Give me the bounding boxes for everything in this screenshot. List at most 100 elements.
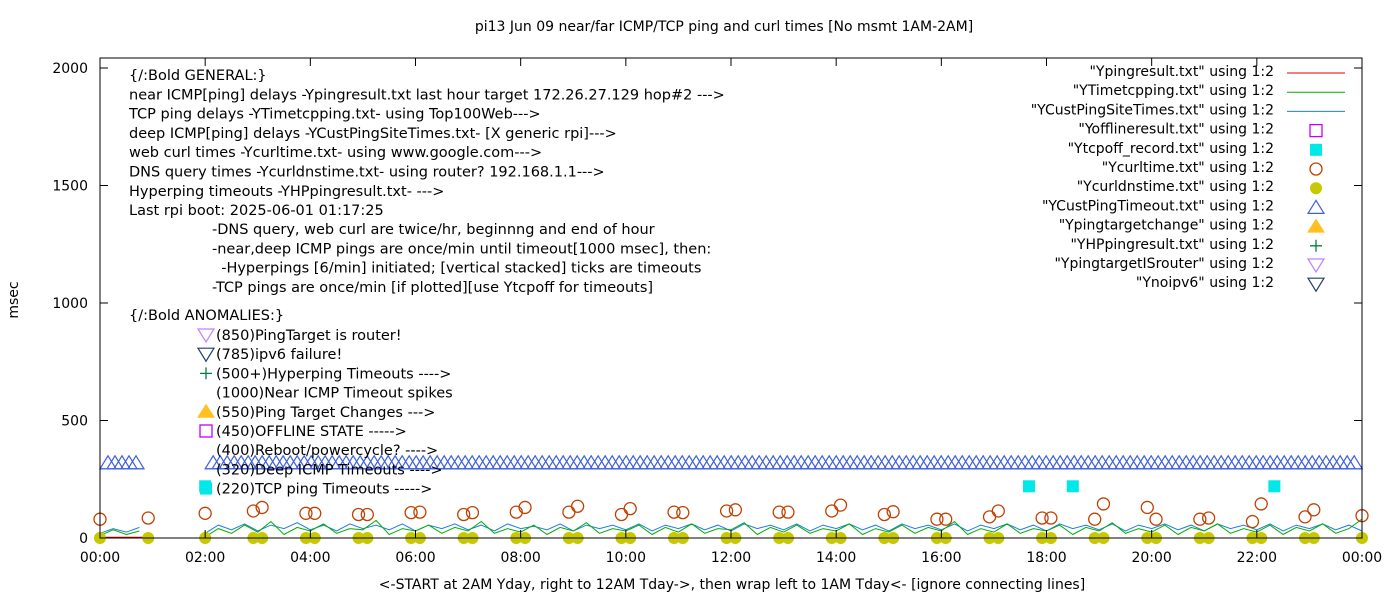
annotation-note-line: -DNS query, web curl are twice/hr, begin… — [212, 222, 655, 238]
custpingsitetimes-line — [204, 522, 1363, 534]
anomaly-filled-square-icon — [200, 482, 212, 495]
annotation-general-line: web curl times -Ycurltime.txt- using www… — [129, 145, 542, 161]
legend-label: "Ypingtargetchange" using 1:2 — [1059, 218, 1274, 234]
curltime-point — [1140, 500, 1154, 515]
annotation-general-line: TCP ping delays -YTimetcpping.txt- using… — [128, 107, 541, 123]
anomaly-open-square-icon — [199, 424, 213, 438]
legend-filled-square-icon — [1310, 143, 1322, 156]
curltime-point — [886, 505, 900, 519]
x-tick-label: 14:00 — [816, 550, 856, 566]
curltime-point — [1035, 511, 1049, 525]
legend-open-triangle-up-icon — [1306, 199, 1326, 214]
anomaly-filled-triangle-up-icon — [197, 403, 215, 418]
legend-label: "YHPpingresult.txt" using 1:2 — [1070, 237, 1274, 253]
y-tick-label: 500 — [61, 414, 88, 430]
curltime-point — [772, 505, 786, 519]
annotation-anomaly-line: (220)TCP ping Timeouts -----> — [216, 482, 432, 498]
curltime-point — [351, 507, 366, 522]
x-tick-label: 00:00 — [80, 550, 120, 566]
x-tick-label: 20:00 — [1131, 550, 1171, 566]
annotation-note-line: -near,deep ICMP pings are once/min until… — [212, 241, 711, 257]
legend-open-triangle-down-icon — [1306, 277, 1326, 293]
curltime-point — [1088, 512, 1102, 526]
legend-label: "YpingtargetISrouter" using 1:2 — [1054, 256, 1274, 272]
anomaly-open-triangle-down-icon — [196, 347, 216, 363]
annotation-anomaly-line: (400)Reboot/powercycle? ----> — [216, 443, 438, 459]
curltime-point — [562, 505, 576, 519]
curltime-point — [1096, 497, 1111, 511]
curltime-point — [518, 500, 532, 515]
legend-open-square-icon — [1309, 123, 1323, 138]
curltime-point — [833, 498, 848, 512]
legend-label: "YCustPingTimeout.txt" using 1:2 — [1042, 198, 1274, 214]
legend-label: "Ycurldnstime.txt" using 1:2 — [1077, 179, 1274, 195]
annotation-note-line: -Hyperpings [6/min] initiated; [vertical… — [212, 261, 701, 277]
x-tick-label: 06:00 — [395, 550, 435, 566]
custpingsitetimes-line — [99, 526, 140, 534]
x-axis-label: <-START at 2AM Yday, right to 12AM Tday-… — [379, 577, 1085, 593]
annotation-general-line: DNS query times -Ycurldnstime.txt- using… — [129, 165, 605, 181]
curltime-point — [141, 511, 155, 525]
annotation-anomaly-line: (1000)Near ICMP Timeout spikes — [216, 386, 453, 402]
legend-label: "YTimetcpping.txt" using 1:2 — [1073, 83, 1274, 99]
tcpoff-point — [1066, 480, 1079, 493]
curltime-point — [667, 505, 681, 519]
timeout-triangle-marker — [1345, 454, 1364, 470]
legend-label: "Ytcpoff_record.txt" using 1:2 — [1068, 141, 1274, 157]
curltime-point — [457, 507, 471, 522]
curltime-point — [1044, 511, 1058, 525]
curltime-point — [198, 506, 212, 520]
curltime-point — [825, 504, 839, 518]
timetcpping-line — [204, 518, 1363, 538]
x-tick-label: 22:00 — [1237, 550, 1277, 566]
y-tick-label: 0 — [79, 531, 88, 547]
curltime-point — [728, 503, 743, 517]
annotation-anomaly-line: (500+)Hyperping Timeouts ----> — [216, 366, 451, 382]
legend-open-circle-icon — [1309, 162, 1323, 176]
curltime-point — [246, 504, 261, 518]
annotation-note-line: -TCP pings are once/min [if plotted][use… — [212, 280, 653, 296]
curltime-point — [404, 505, 418, 520]
curltime-point — [930, 512, 944, 526]
curltime-point — [255, 500, 269, 515]
anomaly-open-triangle-down-icon — [196, 328, 216, 344]
tcpoff-point — [1022, 480, 1035, 493]
legend-plus-icon — [1310, 239, 1322, 252]
curltime-point — [299, 506, 313, 520]
annotation-general-line: Last rpi boot: 2025-06-01 01:17:25 — [129, 203, 384, 219]
curltime-point — [676, 505, 690, 520]
curltime-point — [465, 505, 480, 520]
legend-label: "Yofflineresult.txt" using 1:2 — [1078, 122, 1274, 138]
curltime-point — [719, 504, 734, 518]
x-tick-label: 08:00 — [500, 550, 540, 566]
annotation-anomaly-line: (850)PingTarget is router! — [216, 328, 402, 344]
legend-label: "Ycurltime.txt" using 1:2 — [1102, 160, 1274, 176]
curltime-point — [308, 506, 322, 520]
x-tick-label: 04:00 — [290, 550, 330, 566]
x-tick-label: 12:00 — [711, 550, 751, 566]
annotation-anomaly-line: (785)ipv6 failure! — [216, 347, 342, 363]
timetcpping-line — [99, 529, 140, 537]
curltime-point — [413, 505, 427, 519]
y-tick-label: 1000 — [52, 296, 88, 312]
x-tick-label: 00:00 — [1342, 550, 1382, 566]
curltime-point — [1193, 512, 1207, 526]
annotation-general-line: near ICMP[ping] delays -Ypingresult.txt … — [129, 87, 725, 103]
curltime-point — [614, 507, 629, 522]
curltime-point — [1149, 512, 1163, 526]
curltime-point — [877, 507, 892, 522]
annotation-anomalies-title: {/:Bold ANOMALIES:} — [129, 308, 284, 324]
anomaly-plus-icon — [200, 367, 212, 380]
curltime-point — [781, 505, 795, 519]
y-tick-label: 1500 — [52, 179, 88, 195]
curltime-point — [1201, 511, 1216, 525]
curltime-point — [939, 512, 953, 526]
y-tick-label: 2000 — [52, 61, 88, 77]
annotation-general-line: {/:Bold GENERAL:} — [129, 68, 267, 84]
curltime-point — [991, 504, 1005, 518]
curltime-point — [982, 510, 997, 524]
tcpoff-point — [1268, 480, 1281, 493]
legend-label: "Ypingresult.txt" using 1:2 — [1089, 64, 1274, 80]
legend-filled-circle-icon — [1310, 182, 1322, 195]
